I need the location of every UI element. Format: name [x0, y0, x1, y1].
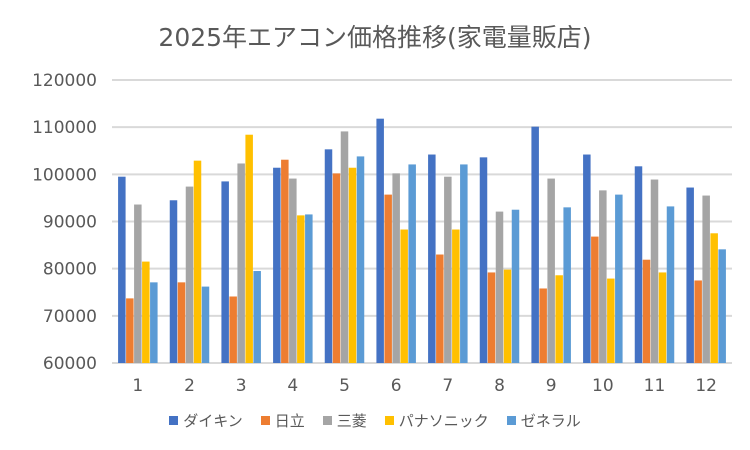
bar-3-month-10	[607, 278, 615, 363]
y-tick-label: 90000	[43, 213, 97, 233]
bar-0-month-4	[273, 167, 281, 363]
y-tick-label: 100000	[32, 165, 97, 185]
x-tick-label: 7	[442, 376, 453, 396]
bar-2-month-11	[650, 179, 659, 363]
x-tick-label: 8	[494, 376, 505, 396]
bar-1-month-11	[642, 259, 651, 363]
legend-label: 日立	[274, 412, 305, 430]
bar-2-month-4	[289, 178, 297, 363]
bar-0-month-2	[169, 200, 178, 363]
bar-2-month-5	[340, 131, 349, 363]
legend-item: ゼネラル	[506, 410, 581, 431]
bar-1-month-12	[694, 280, 702, 363]
bar-1-month-10	[591, 236, 599, 363]
bar-0-month-1	[118, 176, 126, 363]
bar-0-month-7	[428, 154, 436, 363]
bar-3-month-2	[193, 160, 202, 363]
bar-2-month-1	[134, 204, 142, 363]
legend-swatch	[506, 416, 516, 425]
x-tick-label: 9	[546, 376, 557, 396]
bar-4-month-12	[718, 249, 726, 363]
legend-swatch	[260, 416, 270, 425]
bar-4-month-7	[460, 164, 468, 363]
bar-2-month-6	[392, 173, 400, 363]
bar-1-month-9	[539, 288, 547, 363]
y-tick-label: 120000	[32, 71, 97, 91]
legend-item: 三菱	[322, 410, 367, 431]
bar-3-month-12	[710, 233, 718, 363]
bar-3-month-3	[245, 134, 253, 363]
bar-1-month-4	[281, 159, 289, 363]
x-tick-label: 2	[184, 376, 195, 396]
bar-2-month-2	[185, 186, 194, 363]
legend-label: 三菱	[336, 412, 367, 430]
bar-2-month-8	[495, 211, 504, 363]
legend-label: ゼネラル	[520, 412, 581, 430]
bar-3-month-8	[503, 269, 512, 363]
x-tick-label: 12	[695, 376, 717, 396]
bar-2-month-12	[702, 195, 710, 363]
bar-3-month-11	[658, 272, 667, 363]
bar-4-month-9	[563, 207, 571, 363]
chart-title: 2025年エアコン価格推移(家電量販店)	[158, 23, 592, 52]
legend-item: 日立	[260, 410, 305, 431]
legend-label: パナソニック	[398, 412, 489, 430]
bar-2-month-10	[599, 190, 607, 363]
x-tick-label: 6	[391, 376, 402, 396]
bar-4-month-1	[150, 282, 158, 363]
legend-swatch	[169, 416, 179, 425]
bar-4-month-2	[201, 286, 210, 363]
bar-1-month-1	[126, 298, 134, 363]
legend-swatch	[322, 416, 332, 425]
bar-4-month-5	[356, 156, 365, 363]
bar-3-month-6	[400, 229, 408, 363]
bar-1-month-7	[436, 254, 444, 363]
bar-1-month-3	[229, 296, 237, 363]
bar-1-month-6	[384, 194, 392, 363]
x-tick-label: 10	[592, 376, 614, 396]
legend-item: パナソニック	[384, 410, 489, 431]
y-tick-label: 110000	[32, 118, 97, 138]
bar-3-month-9	[555, 275, 563, 363]
x-tick-label: 11	[644, 376, 666, 396]
bar-4-month-11	[666, 206, 675, 363]
bar-0-month-6	[376, 118, 384, 363]
x-tick-label: 1	[132, 376, 143, 396]
bar-4-month-3	[253, 271, 261, 363]
bar-0-month-12	[686, 187, 694, 363]
legend-swatch	[384, 416, 394, 425]
bar-3-month-5	[348, 167, 357, 363]
bar-3-month-1	[142, 261, 150, 363]
bar-4-month-8	[511, 209, 520, 363]
bar-2-month-3	[237, 163, 245, 363]
legend-item: ダイキン	[169, 410, 243, 431]
bar-1-month-5	[332, 173, 341, 363]
bar-2-month-9	[547, 178, 555, 363]
x-tick-label: 5	[339, 376, 350, 396]
y-tick-label: 80000	[43, 260, 97, 280]
bar-0-month-11	[634, 166, 643, 363]
y-tick-label: 70000	[43, 307, 97, 327]
x-tick-label: 3	[236, 376, 247, 396]
bar-0-month-8	[479, 157, 488, 363]
bar-3-month-7	[452, 229, 460, 363]
bar-0-month-9	[531, 126, 539, 363]
bar-4-month-10	[615, 194, 623, 363]
bar-0-month-5	[324, 149, 333, 363]
bar-4-month-6	[408, 164, 416, 363]
bar-4-month-4	[305, 214, 313, 363]
bar-1-month-8	[487, 272, 496, 363]
x-tick-label: 4	[287, 376, 298, 396]
bar-0-month-10	[583, 154, 591, 363]
legend-label: ダイキン	[183, 412, 243, 430]
bar-3-month-4	[297, 215, 305, 363]
bar-0-month-3	[221, 181, 229, 363]
bar-2-month-7	[444, 176, 452, 363]
legend: ダイキン 日立 三菱 パナソニック ゼネラル	[0, 410, 750, 431]
y-tick-label: 60000	[43, 354, 97, 374]
bar-1-month-2	[177, 282, 186, 363]
